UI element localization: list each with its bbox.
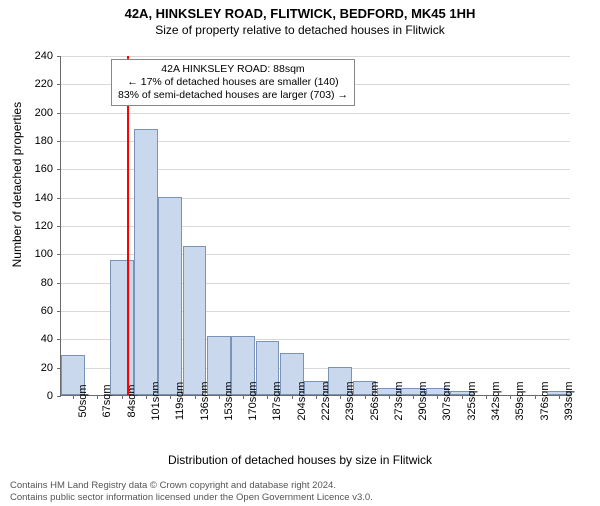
y-tick bbox=[57, 311, 61, 312]
x-tick-label: 393sqm bbox=[563, 381, 575, 420]
annotation-box: 42A HINKSLEY ROAD: 88sqm ← 17% of detach… bbox=[111, 59, 355, 106]
x-axis-label: Distribution of detached houses by size … bbox=[0, 453, 600, 467]
x-tick-label: 342sqm bbox=[490, 381, 502, 420]
y-axis-label: Number of detached properties bbox=[10, 102, 24, 267]
y-tick bbox=[57, 226, 61, 227]
footer-line2: Contains public sector information licen… bbox=[10, 492, 590, 504]
x-tick bbox=[292, 395, 293, 399]
y-tick-label: 40 bbox=[41, 333, 53, 345]
x-tick bbox=[73, 395, 74, 399]
histogram-bar bbox=[110, 260, 134, 395]
x-tick bbox=[243, 395, 244, 399]
y-tick-label: 200 bbox=[35, 107, 53, 119]
x-tick bbox=[195, 395, 196, 399]
annotation-line1: 42A HINKSLEY ROAD: 88sqm bbox=[118, 63, 348, 76]
y-tick-label: 100 bbox=[35, 248, 53, 260]
y-tick-label: 120 bbox=[35, 220, 53, 232]
y-tick bbox=[57, 339, 61, 340]
annotation-line2: ← 17% of detached houses are smaller (14… bbox=[118, 76, 348, 89]
annotation-line3: 83% of semi-detached houses are larger (… bbox=[118, 89, 348, 102]
footer-line1: Contains HM Land Registry data © Crown c… bbox=[10, 480, 590, 492]
y-tick bbox=[57, 198, 61, 199]
x-tick bbox=[267, 395, 268, 399]
chart-title: 42A, HINKSLEY ROAD, FLITWICK, BEDFORD, M… bbox=[0, 6, 600, 21]
gridline bbox=[61, 56, 570, 57]
x-tick bbox=[559, 395, 560, 399]
y-tick bbox=[57, 56, 61, 57]
reference-line bbox=[127, 56, 129, 395]
x-tick bbox=[146, 395, 147, 399]
x-tick-label: 50sqm bbox=[77, 384, 89, 417]
y-tick-label: 180 bbox=[35, 135, 53, 147]
chart-plot-area: 42A HINKSLEY ROAD: 88sqm ← 17% of detach… bbox=[60, 56, 570, 396]
x-tick bbox=[219, 395, 220, 399]
y-tick bbox=[57, 113, 61, 114]
x-tick-label: 307sqm bbox=[441, 381, 453, 420]
y-tick-label: 160 bbox=[35, 163, 53, 175]
x-tick bbox=[97, 395, 98, 399]
y-tick bbox=[57, 254, 61, 255]
x-tick bbox=[389, 395, 390, 399]
x-tick-label: 376sqm bbox=[539, 381, 551, 420]
histogram-bar bbox=[158, 197, 182, 395]
y-tick-label: 20 bbox=[41, 362, 53, 374]
x-tick bbox=[535, 395, 536, 399]
x-tick-label: 359sqm bbox=[514, 381, 526, 420]
y-tick-label: 60 bbox=[41, 305, 53, 317]
gridline bbox=[61, 113, 570, 114]
x-tick bbox=[437, 395, 438, 399]
x-tick bbox=[510, 395, 511, 399]
chart-subtitle: Size of property relative to detached ho… bbox=[0, 23, 600, 37]
y-tick-label: 220 bbox=[35, 78, 53, 90]
x-tick bbox=[413, 395, 414, 399]
x-tick bbox=[365, 395, 366, 399]
x-tick bbox=[462, 395, 463, 399]
histogram-bar bbox=[134, 129, 158, 395]
y-tick-label: 140 bbox=[35, 192, 53, 204]
x-tick-label: 325sqm bbox=[466, 381, 478, 420]
y-tick bbox=[57, 283, 61, 284]
y-tick bbox=[57, 84, 61, 85]
y-tick bbox=[57, 141, 61, 142]
x-tick bbox=[340, 395, 341, 399]
y-tick-label: 0 bbox=[47, 390, 53, 402]
x-tick bbox=[170, 395, 171, 399]
y-tick-label: 80 bbox=[41, 277, 53, 289]
x-tick bbox=[316, 395, 317, 399]
x-tick bbox=[486, 395, 487, 399]
x-tick bbox=[122, 395, 123, 399]
y-tick-label: 240 bbox=[35, 50, 53, 62]
y-tick bbox=[57, 169, 61, 170]
histogram-bar bbox=[183, 246, 207, 395]
y-tick bbox=[57, 396, 61, 397]
footer-attribution: Contains HM Land Registry data © Crown c… bbox=[0, 480, 600, 504]
